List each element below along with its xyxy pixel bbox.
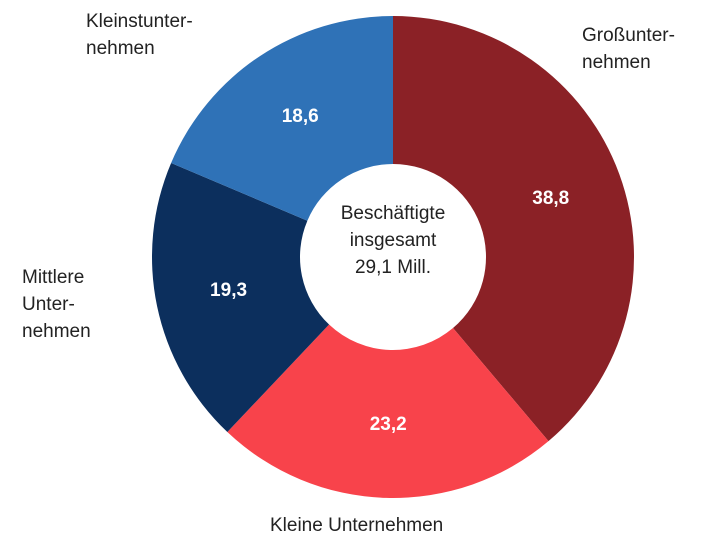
category-label: Großunter- nehmen bbox=[582, 25, 675, 73]
category-label: Kleine Unternehmen bbox=[270, 515, 444, 536]
donut-slice bbox=[393, 16, 635, 442]
donut-slice bbox=[151, 162, 330, 433]
category-label: Kleinstunter- nehmen bbox=[86, 11, 193, 59]
center-label: Beschäftigte insgesamt 29,1 Mill. bbox=[340, 203, 446, 278]
value-label: 38,8 bbox=[532, 188, 570, 210]
donut-slice bbox=[171, 16, 393, 221]
value-label: 23,2 bbox=[369, 413, 407, 435]
category-label: Mittlere Unter- nehmen bbox=[22, 267, 91, 342]
value-label: 18,6 bbox=[281, 105, 319, 127]
value-label: 19,3 bbox=[210, 280, 248, 302]
donut-slice bbox=[227, 324, 549, 498]
